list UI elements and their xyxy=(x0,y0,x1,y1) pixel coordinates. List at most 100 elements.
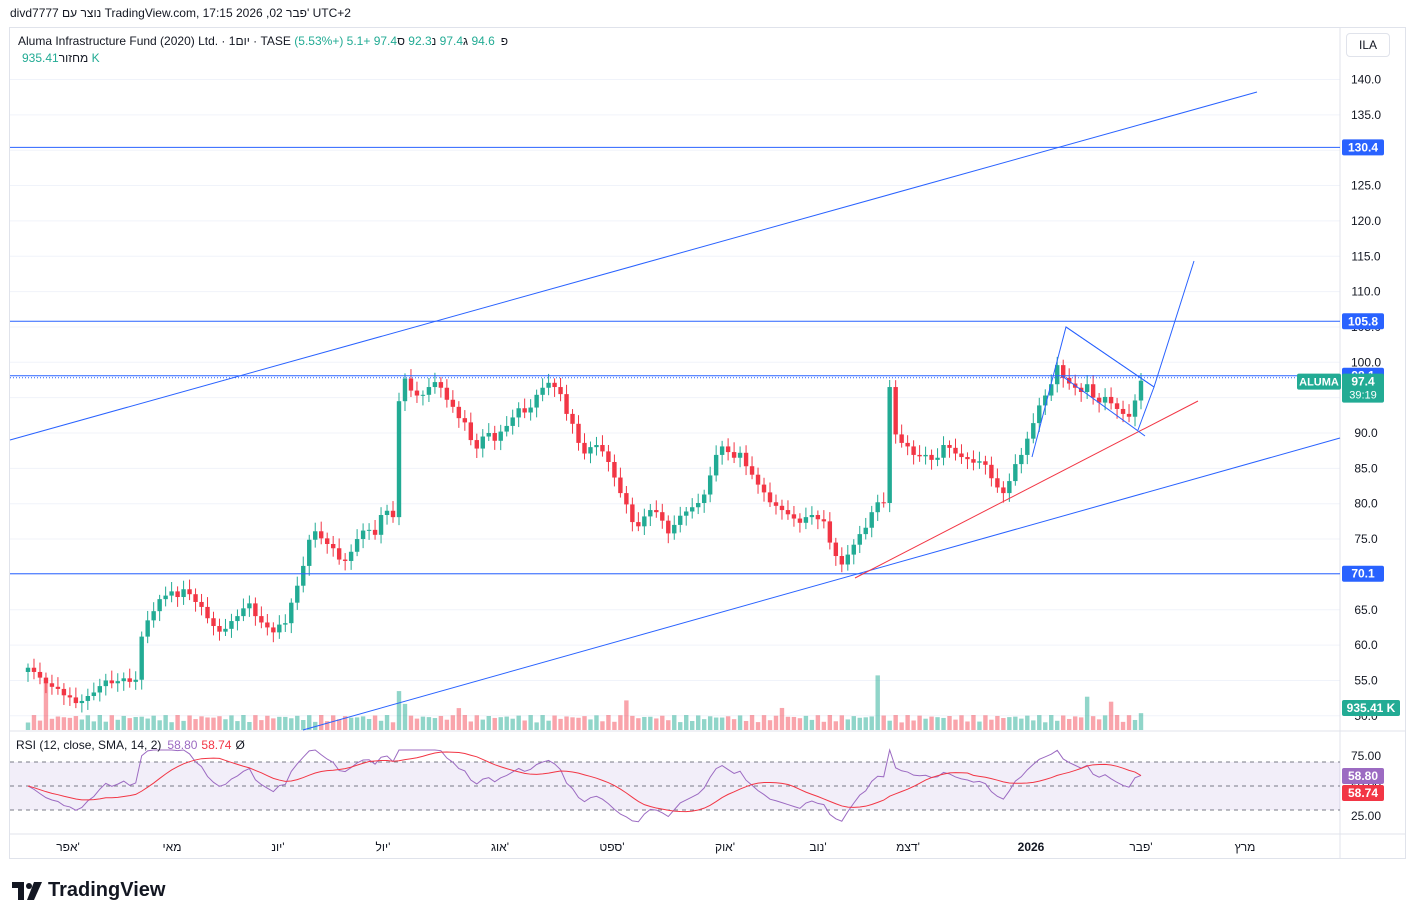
candle-body xyxy=(420,394,426,396)
candle-body xyxy=(1001,487,1006,494)
candle-body xyxy=(1019,454,1024,465)
currency-button[interactable]: ILA xyxy=(1346,33,1390,57)
volume-bar xyxy=(947,716,952,730)
candle-body xyxy=(612,461,617,478)
candle-body xyxy=(313,531,318,540)
tradingview-logo[interactable]: TradingView xyxy=(12,879,165,902)
candle xyxy=(1043,389,1048,415)
candle-body xyxy=(372,529,378,535)
volume-bar xyxy=(1126,715,1132,730)
candle-body xyxy=(863,527,868,535)
volume-bar xyxy=(133,717,138,730)
candle-body xyxy=(163,595,168,600)
candle-body xyxy=(295,585,300,603)
rsi-scale-label: 75.00 xyxy=(1351,749,1381,763)
volume-bar xyxy=(725,716,731,730)
candle xyxy=(241,598,246,622)
volume-bar xyxy=(977,721,982,730)
volume-bar xyxy=(103,721,108,730)
candle xyxy=(396,392,402,526)
candle xyxy=(989,456,994,487)
volume-bar xyxy=(941,717,946,730)
candle xyxy=(570,409,575,434)
volume-bar xyxy=(175,715,180,730)
candle xyxy=(295,576,300,610)
candle-body xyxy=(133,679,138,682)
candle xyxy=(1049,374,1054,401)
candle xyxy=(1007,473,1012,502)
candle xyxy=(271,622,276,643)
candle-body xyxy=(971,459,976,463)
candle-body xyxy=(175,591,180,598)
price-label: 135.0 xyxy=(1351,108,1381,122)
candle-body xyxy=(354,539,360,552)
candle xyxy=(1120,400,1126,423)
candle xyxy=(336,538,342,565)
volume-bar xyxy=(965,721,970,730)
candle-body xyxy=(151,611,156,621)
candle-body xyxy=(989,464,994,479)
volume-bar xyxy=(408,715,414,730)
gridlines xyxy=(10,28,1405,858)
time-label: יול' xyxy=(376,840,391,854)
volume-bars xyxy=(25,675,1144,730)
candle xyxy=(528,399,533,421)
candle-body xyxy=(504,425,509,432)
candle xyxy=(869,505,874,538)
candle-body xyxy=(546,382,551,388)
candle xyxy=(875,494,880,522)
candle xyxy=(857,525,862,554)
candle-body xyxy=(833,542,839,557)
candle xyxy=(115,673,120,692)
candle xyxy=(217,618,222,641)
candle xyxy=(947,440,952,458)
candle xyxy=(1061,359,1066,388)
volume-bar xyxy=(247,721,252,730)
candle xyxy=(151,602,156,628)
candle xyxy=(1132,394,1138,427)
chart-caption: divd7777 נוצר עם TradingView.com, 17:15 … xyxy=(10,6,351,20)
rsi-tag-bg xyxy=(1342,768,1384,784)
candle-body xyxy=(336,548,342,560)
volume-bar xyxy=(43,682,49,730)
volume-bar xyxy=(1084,696,1090,730)
volume-bar xyxy=(857,717,862,730)
channel-upper xyxy=(9,91,1258,441)
volume-bar xyxy=(606,715,611,730)
candle xyxy=(1090,375,1096,405)
candle-body xyxy=(719,446,725,455)
price-tag-bg xyxy=(1342,139,1384,156)
rsi-legend[interactable]: RSI (12, close, SMA, 14, 2) 58.80 58.74 Ø xyxy=(16,738,245,752)
candle-body xyxy=(887,387,892,503)
current-price-bg xyxy=(1342,373,1384,403)
candle-body xyxy=(97,686,103,693)
price-tag: 130.4 xyxy=(1342,139,1384,156)
volume-bar xyxy=(636,718,641,730)
candle-body xyxy=(468,422,474,441)
candle-body xyxy=(995,478,1000,488)
candle xyxy=(642,508,647,535)
time-label: דצמ' xyxy=(896,840,920,854)
time-label: יונ' xyxy=(271,840,284,854)
candle xyxy=(965,452,970,470)
candle-body xyxy=(941,445,946,458)
candle-body xyxy=(570,413,575,424)
candle xyxy=(779,499,785,520)
candle xyxy=(354,529,360,557)
candle-body xyxy=(432,382,438,388)
volume-bar xyxy=(749,715,755,730)
candle-body xyxy=(749,466,755,475)
candle xyxy=(193,588,198,612)
candle xyxy=(456,401,462,428)
time-label: אוג' xyxy=(491,840,509,854)
candle xyxy=(648,504,653,527)
candle-body xyxy=(977,461,982,463)
candle xyxy=(917,445,922,462)
candle xyxy=(49,674,55,695)
candle xyxy=(534,389,539,418)
volume-bar xyxy=(241,715,246,730)
candle xyxy=(432,372,438,394)
volume-bar xyxy=(67,717,73,730)
volume-bar xyxy=(690,720,695,730)
